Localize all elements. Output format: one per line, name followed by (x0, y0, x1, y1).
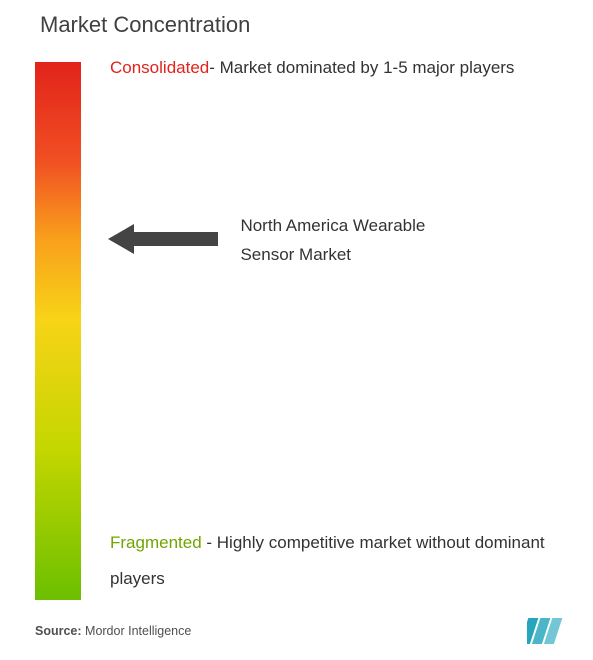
chart-title: Market Concentration (40, 12, 250, 38)
consolidated-keyword: Consolidated (110, 58, 209, 77)
fragmented-keyword: Fragmented (110, 533, 202, 552)
arrow-left-icon (108, 224, 218, 259)
brand-logo (527, 616, 575, 644)
consolidated-desc: - Market dominated by 1-5 major players (209, 58, 514, 77)
consolidated-label: Consolidated- Market dominated by 1-5 ma… (110, 50, 540, 86)
source-line: Source: Mordor Intelligence (35, 624, 191, 638)
source-value: Mordor Intelligence (85, 624, 191, 638)
fragmented-label: Fragmented - Highly competitive market w… (110, 525, 570, 596)
marker-label: North America Wearable Sensor Market (240, 212, 450, 270)
concentration-scale-bar (35, 62, 81, 600)
source-label: Source: (35, 624, 82, 638)
position-marker: North America Wearable Sensor Market (108, 212, 458, 270)
scale-gradient (35, 62, 81, 600)
